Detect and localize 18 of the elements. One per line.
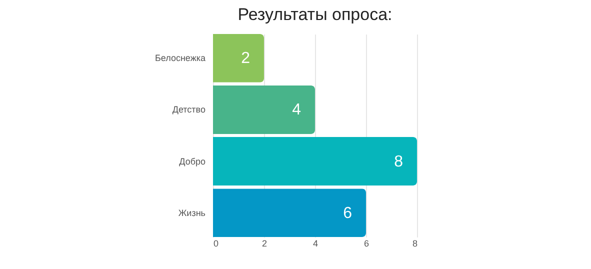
bar bbox=[213, 34, 264, 82]
x-tick-label: 0 bbox=[214, 238, 219, 248]
x-tick-label: 4 bbox=[312, 238, 318, 248]
y-tick-label: Жизнь bbox=[178, 208, 206, 218]
y-tick-label: Детство bbox=[172, 104, 206, 115]
x-tick-label: 2 bbox=[262, 238, 268, 248]
x-tick-label: 8 bbox=[412, 238, 418, 248]
data-label: 2 bbox=[241, 50, 250, 68]
bar bbox=[213, 188, 366, 237]
chart-title: Результаты опроса: bbox=[238, 5, 392, 24]
data-label: 4 bbox=[292, 102, 302, 119]
data-label: 6 bbox=[343, 204, 352, 222]
data-label: 8 bbox=[394, 153, 404, 170]
bar bbox=[213, 86, 315, 134]
x-tick-label: 6 bbox=[364, 238, 370, 248]
y-tick-label: Белоснежка bbox=[154, 53, 206, 64]
bar bbox=[213, 137, 417, 186]
y-tick-label: Добро bbox=[179, 156, 206, 166]
